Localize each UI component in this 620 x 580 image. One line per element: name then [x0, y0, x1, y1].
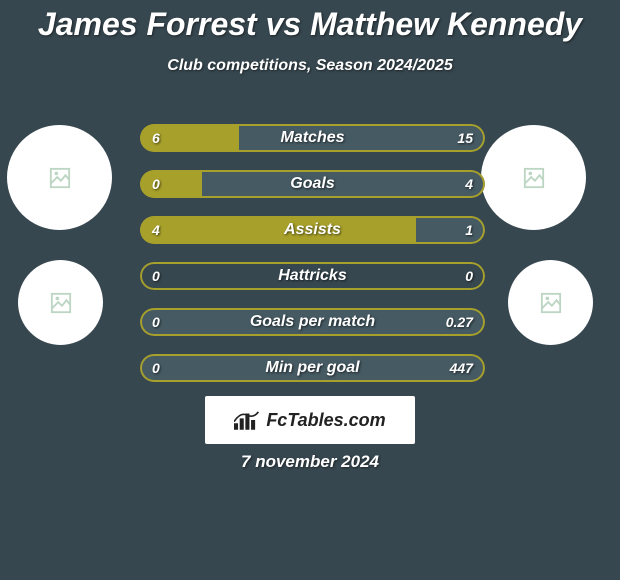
- chart-icon: [234, 410, 260, 430]
- stat-row: Goals04: [140, 170, 485, 198]
- stat-fill-right: [140, 308, 485, 336]
- stat-row: Hattricks0 0: [140, 262, 485, 290]
- page-title: James Forrest vs Matthew Kennedy: [0, 0, 620, 43]
- stat-fill-right: [140, 354, 485, 382]
- stat-row: Goals per match00.27: [140, 308, 485, 336]
- stat-value-left: 0: [152, 170, 160, 198]
- placeholder-icon: [49, 167, 71, 189]
- stat-fill-right: [416, 216, 485, 244]
- brand-text: FcTables.com: [266, 410, 385, 431]
- stat-value-left: 4: [152, 216, 160, 244]
- stat-value-right: 15: [457, 124, 473, 152]
- stat-row: Matches615: [140, 124, 485, 152]
- stat-outline: [140, 262, 485, 290]
- stat-value-right: 0.27: [446, 308, 473, 336]
- placeholder-icon: [540, 292, 562, 314]
- player1-avatar: [7, 125, 112, 230]
- stat-bars: Matches615Goals04Assists41Hattricks00Goa…: [140, 124, 485, 400]
- stat-fill-right: [202, 170, 485, 198]
- date-text: 7 november 2024: [0, 452, 620, 472]
- stat-value-right: 4: [465, 170, 473, 198]
- stat-row: Assists41: [140, 216, 485, 244]
- stat-label: Hattricks: [140, 262, 485, 290]
- stat-fill-right: [239, 124, 485, 152]
- stat-value-left: 0: [152, 262, 160, 290]
- stat-value-left: 0: [152, 308, 160, 336]
- stat-value-right: 447: [450, 354, 473, 382]
- stat-fill-left: [140, 216, 416, 244]
- brand-badge: FcTables.com: [205, 396, 415, 444]
- stat-fill-left: [140, 170, 202, 198]
- stat-value-right: 0: [465, 262, 473, 290]
- player1-club-avatar: [18, 260, 103, 345]
- player2-club-avatar: [508, 260, 593, 345]
- stat-value-right: 1: [465, 216, 473, 244]
- page-subtitle: Club competitions, Season 2024/2025: [0, 57, 620, 75]
- placeholder-icon: [50, 292, 72, 314]
- player2-avatar: [481, 125, 586, 230]
- stat-value-left: 6: [152, 124, 160, 152]
- stat-value-left: 0: [152, 354, 160, 382]
- placeholder-icon: [523, 167, 545, 189]
- stat-row: Min per goal0447: [140, 354, 485, 382]
